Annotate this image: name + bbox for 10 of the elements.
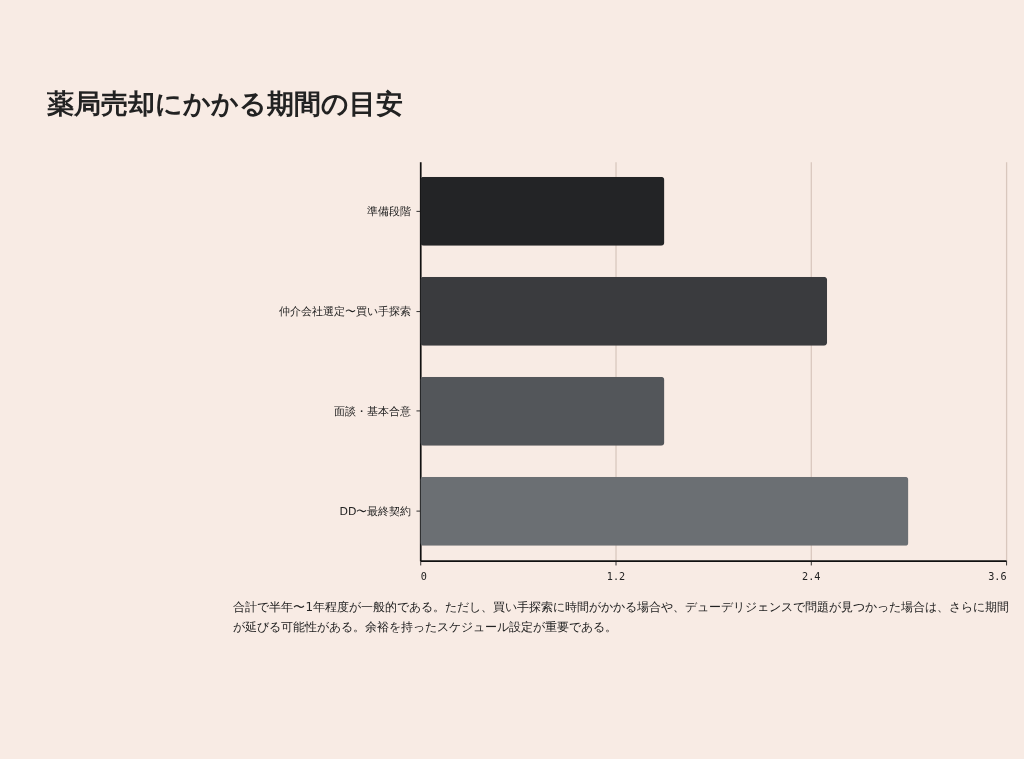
y-tick-label: 仲介会社選定〜買い手探索 [279,304,412,318]
x-tick-label: 0 [420,570,427,582]
y-tick-label: 準備段階 [367,204,412,218]
text: 合計で半年〜1年程度が一般的である。ただし、買い手探索に時間がかかる場合や、デューデリジェンスで問題が見つかった場合は、さらに期間が延びる可能性がある。余裕を持ったスケジュール設定が重要である。 [233,599,1010,635]
x-tick-label: 2.4 [802,570,821,582]
y-tick-label: 面談・基本合意 [334,404,412,418]
x-tick-label: 3.6 [988,570,1007,582]
x-tick-label: 1.2 [606,570,626,582]
chart-title: 薬局売却にかかる期間の目安 [45,88,403,120]
y-tick-label: DD〜最終契約 [339,504,412,518]
